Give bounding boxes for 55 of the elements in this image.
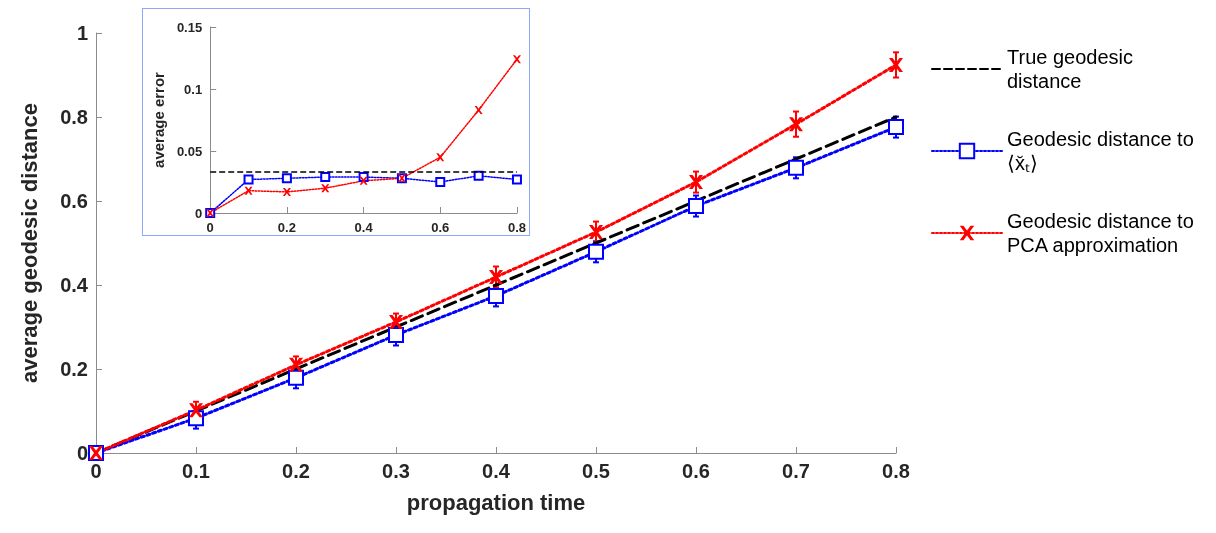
y-tick-label: 0.8: [60, 106, 88, 128]
y-tick-label: 1: [76, 22, 88, 44]
point: [588, 243, 604, 260]
point: [474, 106, 483, 115]
point: [689, 175, 703, 190]
point: [244, 186, 253, 195]
legend-label: Geodesic distance to PCA approximation: [1007, 210, 1200, 256]
point: [789, 117, 803, 132]
y-tick-label: 0.2: [60, 358, 88, 380]
x-tick-label: 0.8: [882, 460, 910, 482]
x-tick-label: 0: [206, 220, 214, 235]
x-tick-label: 0.8: [507, 220, 526, 235]
point: [282, 187, 291, 196]
point: [888, 119, 904, 136]
y-axis-title: average geodesic distance: [16, 102, 42, 384]
point: [243, 174, 254, 185]
y-tick-label: 0.4: [60, 274, 89, 296]
x-tick-label: 0.2: [277, 220, 296, 235]
x-tick-label: 0.2: [282, 460, 310, 482]
point: [435, 177, 446, 187]
point: [321, 184, 330, 193]
point: [488, 287, 504, 304]
y-axis-title: average error: [150, 71, 167, 168]
point: [281, 173, 292, 184]
y-tick-label: 0: [76, 442, 88, 464]
x-tick-label: 0.6: [682, 460, 710, 482]
point: [511, 174, 522, 185]
x-tick-label: 0.4: [482, 460, 511, 482]
point: [473, 170, 484, 181]
point: [589, 225, 603, 240]
point: [889, 57, 903, 72]
legend-label: True geodesic distance: [1007, 46, 1139, 92]
legend-label: Geodesic distance to ⟨x̆ₜ⟩: [1007, 128, 1200, 174]
x-tick-label: 0.3: [382, 460, 410, 482]
point: [788, 159, 804, 176]
point: [489, 270, 503, 285]
x-tick-label: 0.5: [582, 460, 610, 482]
point: [688, 198, 704, 215]
point: [512, 55, 521, 64]
x-tick-label: 0.7: [782, 460, 810, 482]
y-tick-label: 0: [194, 205, 203, 221]
y-tick-label: 0.05: [176, 143, 203, 159]
point: [388, 326, 404, 343]
x-tick-label: 0.6: [431, 220, 450, 235]
x-tick-label: 0: [90, 460, 102, 482]
x-tick-label: 0.4: [354, 220, 374, 235]
y-tick-label: 0.15: [176, 19, 203, 35]
point: [436, 153, 445, 162]
y-tick-label: 0.6: [60, 190, 88, 212]
point: [359, 176, 368, 185]
x-axis-title: propagation time: [406, 489, 586, 515]
point: [288, 369, 304, 386]
y-tick-label: 0.1: [184, 81, 203, 97]
point: [289, 357, 303, 372]
point: [320, 172, 331, 183]
